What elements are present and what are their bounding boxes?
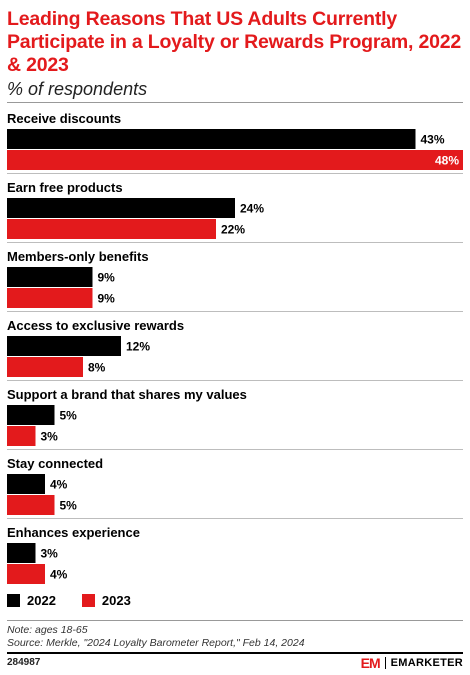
data-label-2022-enhances-experience: 3% bbox=[41, 547, 59, 561]
data-label-2023-receive-discounts: 48% bbox=[435, 154, 459, 168]
data-label-2022-earn-free-products: 24% bbox=[240, 202, 264, 216]
bar-2022-stay-connected bbox=[7, 474, 45, 494]
data-label-2022-support-a-brand-that-shares-my-values: 5% bbox=[60, 409, 78, 423]
note-text: Note: ages 18-65 bbox=[7, 624, 88, 636]
bar-2022-enhances-experience bbox=[7, 543, 36, 563]
category-label-members-only-benefits: Members-only benefits bbox=[7, 249, 149, 264]
data-label-2023-support-a-brand-that-shares-my-values: 3% bbox=[41, 430, 59, 444]
source-text: Source: Merkle, "2024 Loyalty Barometer … bbox=[7, 637, 305, 649]
data-label-2023-earn-free-products: 22% bbox=[221, 223, 245, 237]
legend-item-2022: 2022 bbox=[7, 593, 56, 608]
legend-swatch-2022 bbox=[7, 593, 20, 607]
legend-label-2023: 2023 bbox=[101, 592, 131, 608]
bar-2023-receive-discounts bbox=[7, 150, 463, 170]
data-label-2023-stay-connected: 5% bbox=[60, 499, 78, 513]
bar-2022-receive-discounts bbox=[7, 129, 416, 149]
brand-logo: EM EMARKETER bbox=[361, 655, 463, 671]
data-label-2023-access-to-exclusive-rewards: 8% bbox=[88, 361, 106, 375]
title-divider bbox=[7, 102, 463, 103]
category-label-enhances-experience: Enhances experience bbox=[7, 525, 140, 540]
chart-notes: Note: ages 18-65 Source: Merkle, "2024 L… bbox=[7, 620, 463, 650]
chart-legend: 2022 2023 bbox=[7, 592, 157, 608]
bar-chart: Receive discounts 43% 48% Earn free product… bbox=[7, 111, 463, 584]
legend-item-2023: 2023 bbox=[81, 592, 131, 608]
chart-subtitle: % of respondents bbox=[7, 79, 148, 99]
bar-2022-earn-free-products bbox=[7, 198, 235, 218]
data-label-2022-members-only-benefits: 9% bbox=[98, 271, 116, 285]
footer-divider bbox=[7, 652, 463, 654]
data-label-2022-receive-discounts: 43% bbox=[421, 133, 445, 147]
category-label-earn-free-products: Earn free products bbox=[7, 180, 123, 195]
category-label-access-to-exclusive-rewards: Access to exclusive rewards bbox=[7, 318, 184, 333]
chart-id: 284987 bbox=[7, 657, 41, 668]
data-label-2022-stay-connected: 4% bbox=[50, 478, 68, 492]
bar-2023-support-a-brand-that-shares-my-values bbox=[7, 426, 36, 446]
data-label-2022-access-to-exclusive-rewards: 12% bbox=[126, 340, 150, 354]
brand-separator bbox=[384, 657, 386, 669]
bar-2023-enhances-experience bbox=[7, 564, 45, 584]
legend-swatch-2023 bbox=[81, 593, 95, 607]
bar-2023-stay-connected bbox=[7, 495, 55, 515]
category-label-receive-discounts: Receive discounts bbox=[7, 111, 121, 126]
brand-mark: EM bbox=[360, 655, 381, 671]
bar-2022-access-to-exclusive-rewards bbox=[7, 336, 121, 356]
legend-label-2022: 2022 bbox=[27, 592, 56, 608]
bar-2022-support-a-brand-that-shares-my-values bbox=[7, 405, 55, 425]
bar-2023-access-to-exclusive-rewards bbox=[7, 357, 83, 377]
category-label-stay-connected: Stay connected bbox=[7, 456, 103, 471]
bar-2022-members-only-benefits bbox=[7, 267, 93, 287]
category-label-support-a-brand-that-shares-my-values: Support a brand that shares my values bbox=[7, 387, 247, 402]
brand-name: EMARKETER bbox=[390, 657, 463, 669]
bar-2023-members-only-benefits bbox=[7, 288, 93, 308]
chart-title: Leading Reasons That US Adults Currently… bbox=[7, 8, 462, 76]
bar-2023-earn-free-products bbox=[7, 219, 216, 239]
data-label-2023-enhances-experience: 4% bbox=[50, 568, 68, 582]
data-label-2023-members-only-benefits: 9% bbox=[98, 292, 116, 306]
